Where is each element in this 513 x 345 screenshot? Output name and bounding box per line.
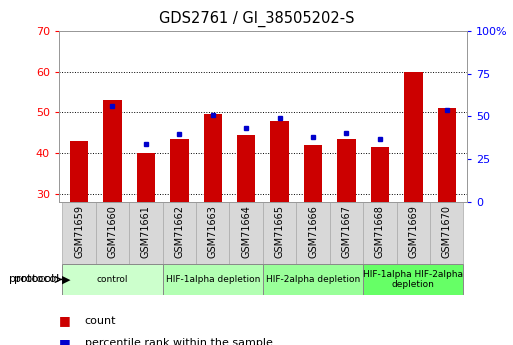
Bar — [438, 108, 456, 202]
Text: GSM71664: GSM71664 — [241, 205, 251, 258]
Bar — [330, 202, 363, 264]
Bar — [96, 202, 129, 264]
Text: GSM71662: GSM71662 — [174, 205, 184, 258]
Text: GSM71668: GSM71668 — [375, 205, 385, 258]
Bar — [297, 202, 330, 264]
Text: GSM71670: GSM71670 — [442, 205, 452, 258]
Text: ■: ■ — [59, 337, 71, 345]
Text: protocol: protocol — [9, 275, 54, 284]
Bar — [304, 145, 322, 202]
Bar — [129, 202, 163, 264]
Bar — [163, 264, 263, 295]
Text: HIF-1alpha HIF-2alpha
depletion: HIF-1alpha HIF-2alpha depletion — [363, 270, 463, 289]
Text: HIF-2alpha depletion: HIF-2alpha depletion — [266, 275, 360, 284]
Text: GSM71666: GSM71666 — [308, 205, 318, 258]
Text: GSM71669: GSM71669 — [408, 205, 418, 258]
Bar — [363, 264, 463, 295]
Text: percentile rank within the sample: percentile rank within the sample — [85, 338, 272, 345]
Text: protocol: protocol — [14, 275, 59, 284]
Bar — [170, 139, 189, 202]
Text: GSM71659: GSM71659 — [74, 205, 84, 258]
Text: ▶: ▶ — [62, 275, 70, 284]
Text: count: count — [85, 316, 116, 326]
Bar — [371, 147, 389, 202]
Bar — [270, 120, 289, 202]
Bar — [337, 139, 356, 202]
Bar — [137, 153, 155, 202]
Bar — [263, 202, 297, 264]
Bar — [63, 264, 163, 295]
Text: GDS2761 / GI_38505202-S: GDS2761 / GI_38505202-S — [159, 10, 354, 27]
Text: GSM71665: GSM71665 — [274, 205, 285, 258]
Bar — [63, 202, 96, 264]
Bar — [70, 141, 88, 202]
Bar — [237, 135, 255, 202]
Bar — [196, 202, 229, 264]
Text: GSM71663: GSM71663 — [208, 205, 218, 258]
Bar — [397, 202, 430, 264]
Text: ■: ■ — [59, 314, 71, 327]
Bar — [163, 202, 196, 264]
Text: HIF-1alpha depletion: HIF-1alpha depletion — [166, 275, 260, 284]
Text: GSM71660: GSM71660 — [108, 205, 117, 258]
Bar — [363, 202, 397, 264]
Bar — [229, 202, 263, 264]
Text: GSM71661: GSM71661 — [141, 205, 151, 258]
Text: control: control — [97, 275, 128, 284]
Bar — [430, 202, 463, 264]
Bar — [204, 115, 222, 202]
Text: GSM71667: GSM71667 — [342, 205, 351, 258]
Bar — [263, 264, 363, 295]
Bar — [404, 72, 423, 202]
Bar — [103, 100, 122, 202]
